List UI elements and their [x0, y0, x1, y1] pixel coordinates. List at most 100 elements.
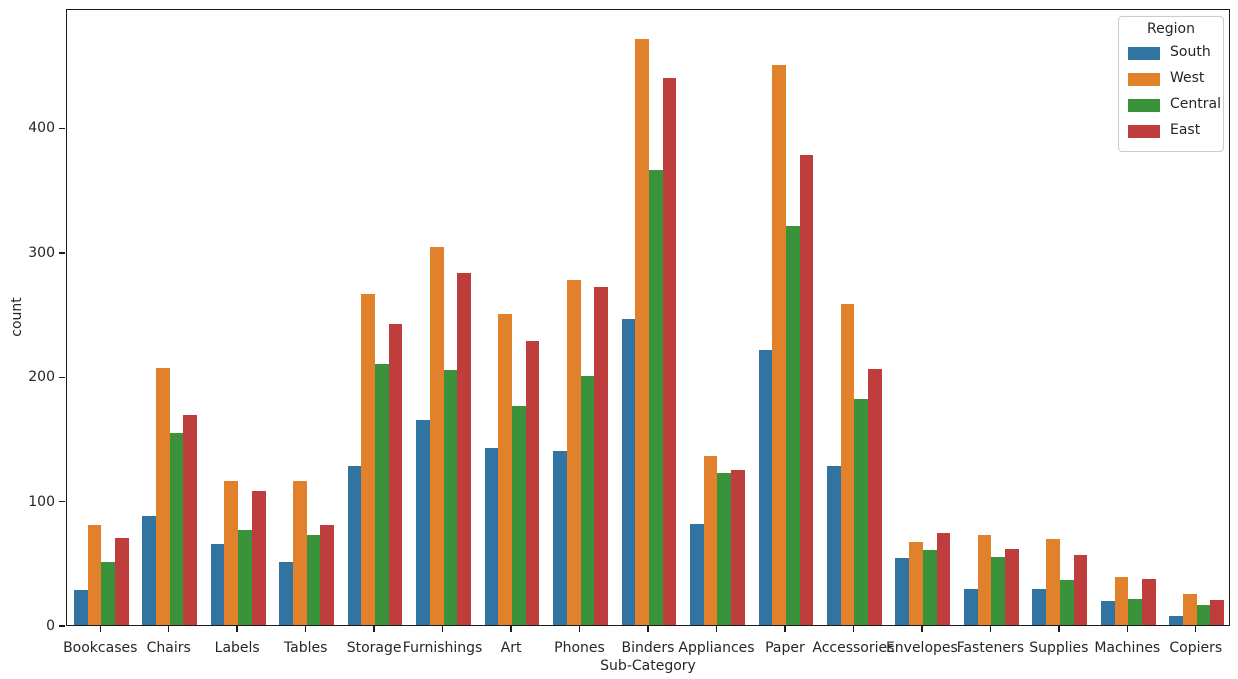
bar-paper-south — [758, 350, 773, 625]
bar-accessories-west — [840, 304, 855, 625]
legend-item-east: East — [1119, 119, 1223, 145]
bar-group-appliances — [683, 10, 751, 625]
bar-fasteners-south — [963, 588, 978, 625]
bar-envelopes-central — [922, 550, 937, 625]
bar-machines-central — [1128, 598, 1142, 625]
x-tick-mark-binders — [647, 626, 649, 632]
bar-furnishings-east — [457, 272, 471, 625]
bar-bookcases-east — [114, 537, 129, 625]
bar-phones-south — [553, 450, 567, 625]
x-tick-label-binders: Binders — [621, 640, 675, 656]
bar-labels-south — [210, 544, 225, 625]
bar-appliances-west — [703, 455, 718, 625]
x-tick-mark-fasteners — [989, 626, 992, 632]
x-tick-label-accessories: Accessories — [812, 640, 895, 656]
bar-labels-central — [238, 530, 252, 625]
bar-group-envelopes — [889, 10, 957, 625]
bar-furnishings-central — [443, 370, 458, 625]
bar-group-furnishings — [409, 10, 477, 625]
bar-group-accessories — [820, 10, 888, 625]
x-tick-label-furnishings: Furnishings — [402, 640, 483, 656]
bar-group-binders — [615, 10, 683, 625]
y-tick-mark-0 — [59, 625, 65, 627]
legend-item-central: Central — [1119, 93, 1223, 119]
bar-bookcases-south — [73, 590, 88, 625]
x-tick-label-fasteners: Fasteners — [956, 640, 1024, 656]
bar-tables-central — [306, 535, 321, 625]
bar-group-machines — [1094, 10, 1162, 625]
legend-label-west: West — [1170, 70, 1205, 86]
bar-phones-central — [580, 376, 595, 625]
y-tick-mark-200 — [59, 376, 65, 378]
x-tick-label-labels: Labels — [214, 640, 260, 656]
legend: Region South West Central East — [1118, 16, 1224, 152]
bar-fasteners-central — [991, 556, 1006, 625]
legend-item-west: West — [1119, 67, 1223, 93]
x-tick-mark-storage — [373, 626, 375, 632]
bar-copiers-east — [1210, 600, 1225, 625]
y-tick-label-0: 0 — [46, 618, 55, 634]
bar-machines-south — [1100, 601, 1115, 625]
legend-label-south: South — [1170, 44, 1211, 60]
bar-machines-west — [1114, 576, 1129, 625]
y-tick-label-100: 100 — [28, 493, 55, 510]
x-tick-label-copiers: Copiers — [1169, 640, 1223, 656]
bar-bookcases-west — [87, 525, 102, 625]
bar-binders-west — [635, 39, 649, 625]
bar-binders-east — [662, 77, 677, 625]
bar-accessories-south — [827, 465, 841, 625]
bar-supplies-south — [1032, 588, 1047, 625]
bar-group-art — [478, 10, 546, 625]
bar-art-south — [484, 448, 499, 625]
bar-labels-east — [251, 490, 266, 625]
bar-fasteners-east — [1005, 549, 1019, 625]
x-tick-mark-appliances — [715, 626, 718, 632]
bar-tables-west — [292, 480, 307, 625]
y-tick-label-200: 200 — [28, 369, 55, 386]
bar-copiers-south — [1169, 616, 1184, 625]
bar-supplies-central — [1059, 580, 1074, 625]
bar-group-phones — [546, 10, 614, 625]
x-tick-mark-bookcases — [99, 626, 101, 632]
bar-phones-east — [594, 286, 608, 625]
bar-group-bookcases — [67, 10, 135, 625]
bar-fasteners-west — [977, 535, 992, 625]
bar-group-paper — [752, 10, 820, 625]
x-tick-mark-supplies — [1058, 626, 1060, 632]
x-tick-label-supplies: Supplies — [1029, 640, 1089, 656]
x-tick-mark-art — [510, 626, 512, 632]
legend-swatch-west — [1128, 73, 1160, 86]
y-tick-mark-300 — [59, 252, 65, 254]
x-tick-mark-machines — [1126, 626, 1128, 632]
x-tick-label-storage: Storage — [346, 640, 402, 656]
bar-chairs-west — [156, 367, 170, 625]
bar-art-west — [498, 314, 513, 625]
bar-group-labels — [204, 10, 272, 625]
x-tick-label-tables: Tables — [283, 640, 328, 656]
bar-group-storage — [341, 10, 409, 625]
x-tick-label-paper: Paper — [765, 640, 805, 656]
x-tick-mark-tables — [304, 626, 307, 632]
bar-copiers-west — [1183, 593, 1197, 625]
x-tick-label-bookcases: Bookcases — [63, 640, 138, 656]
legend-item-south: South — [1119, 41, 1223, 67]
bar-group-copiers — [1163, 10, 1231, 625]
bar-machines-east — [1141, 578, 1156, 625]
bar-supplies-west — [1046, 539, 1060, 625]
bar-paper-central — [785, 225, 800, 625]
x-tick-label-envelopes: Envelopes — [885, 640, 958, 656]
x-tick-mark-envelopes — [921, 626, 923, 632]
bar-tables-south — [279, 561, 293, 625]
bar-accessories-central — [854, 398, 869, 625]
bar-binders-south — [621, 319, 636, 625]
bar-group-tables — [272, 10, 340, 625]
bar-tables-east — [320, 525, 335, 625]
bar-labels-west — [224, 480, 239, 625]
legend-label-east: East — [1170, 122, 1201, 138]
bar-storage-south — [347, 465, 362, 625]
legend-items: South West Central East — [1119, 41, 1223, 145]
bar-envelopes-west — [909, 541, 923, 625]
bar-supplies-east — [1073, 555, 1088, 625]
x-tick-label-art: Art — [500, 640, 522, 656]
